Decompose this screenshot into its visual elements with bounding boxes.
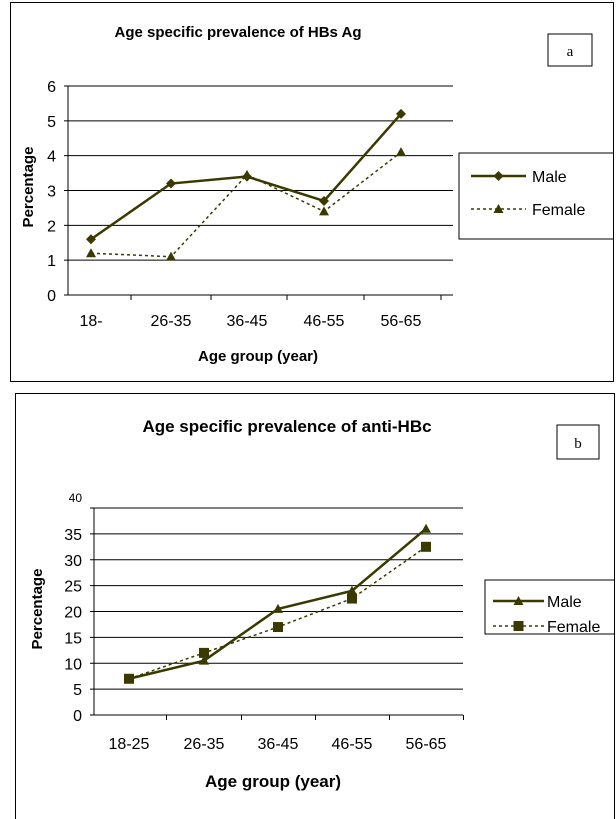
panel-label: b <box>574 436 582 452</box>
legend-label-male: Male <box>532 169 567 186</box>
chart-a-svg: 0 1 2 3 4 5 6 18- 26-35 36-45 46-55 56-65 Age specif… <box>20 24 613 365</box>
data-point-female <box>421 541 431 552</box>
x-tick-label: 56-65 <box>381 313 422 330</box>
y-tick-label: 40 <box>69 491 83 505</box>
chart-panel-b: 0 5 10 15 20 25 30 35 40 18-25 26-35 36-45 46-55 56-6… <box>15 393 615 819</box>
y-tick-label: 4 <box>47 149 56 166</box>
data-point-male <box>199 655 209 665</box>
data-point-male <box>396 108 406 119</box>
data-point-female <box>166 251 176 261</box>
data-point-male <box>319 195 329 206</box>
y-tick-label: 5 <box>73 682 82 699</box>
legend-label-female: Female <box>547 619 600 636</box>
x-tick-label: 26-35 <box>151 313 192 330</box>
data-point-female <box>396 147 406 157</box>
legend-box <box>484 579 614 635</box>
x-axis-title: Age group (year) <box>205 772 341 791</box>
x-tick-label: 36-45 <box>258 736 299 753</box>
data-point-male <box>273 603 283 613</box>
panel-label: a <box>567 44 574 60</box>
x-tick-label: 36-45 <box>227 313 268 330</box>
data-point-male <box>166 178 176 189</box>
data-point-female <box>124 673 134 684</box>
data-point-female <box>242 169 252 179</box>
y-tick-label: 0 <box>47 288 56 305</box>
data-point-female <box>199 647 209 658</box>
legend-label-male: Male <box>547 594 582 611</box>
y-tick-label: 20 <box>64 605 82 622</box>
chart-title: Age specific prevalence of anti-HBc <box>142 417 431 436</box>
y-tick-label: 25 <box>64 579 82 596</box>
chart-title: Age specific prevalence of HBs Ag <box>114 24 361 41</box>
y-tick-label: 5 <box>47 114 56 131</box>
x-tick-label: 18-25 <box>109 736 150 753</box>
x-tick-label: 56-65 <box>406 736 447 753</box>
data-point-female <box>347 593 357 604</box>
y-tick-label: 30 <box>64 553 82 570</box>
data-point-female <box>319 206 329 216</box>
y-tick-label: 2 <box>47 218 56 235</box>
x-axis-title: Age group (year) <box>198 348 318 365</box>
data-point-male <box>421 523 431 533</box>
x-tick-label: 18- <box>79 313 102 330</box>
data-point-male <box>347 585 357 595</box>
x-tick-label: 46-55 <box>304 313 345 330</box>
y-tick-label: 35 <box>64 527 82 544</box>
x-tick-label: 46-55 <box>332 736 373 753</box>
chart-b-svg: 0 5 10 15 20 25 30 35 40 18-25 26-35 36-45 46-55 56-6… <box>29 417 614 791</box>
legend-label-female: Female <box>532 202 585 219</box>
legend-box <box>458 152 613 240</box>
data-point-female <box>86 248 96 258</box>
legend-marker-male <box>513 596 524 605</box>
y-tick-label: 3 <box>47 184 56 201</box>
legend-marker-female <box>513 621 524 631</box>
y-axis-title: Percentage <box>20 147 37 228</box>
chart-panel-a: 0 1 2 3 4 5 6 18- 26-35 36-45 46-55 56-65 Age specif… <box>10 2 614 382</box>
data-point-female <box>273 622 283 633</box>
panel-label-box <box>556 424 600 460</box>
x-tick-label: 26-35 <box>184 736 225 753</box>
legend-marker-male <box>493 171 504 181</box>
y-tick-label: 10 <box>64 656 82 673</box>
legend-marker-female <box>493 204 504 213</box>
panel-label-box <box>547 33 593 67</box>
y-tick-label: 6 <box>47 79 56 96</box>
y-axis-title: Percentage <box>29 569 46 650</box>
data-point-male <box>86 234 96 245</box>
series-line-male <box>128 527 427 680</box>
y-tick-label: 15 <box>64 630 82 647</box>
y-tick-label: 0 <box>73 708 82 725</box>
y-tick-label: 1 <box>47 253 56 270</box>
